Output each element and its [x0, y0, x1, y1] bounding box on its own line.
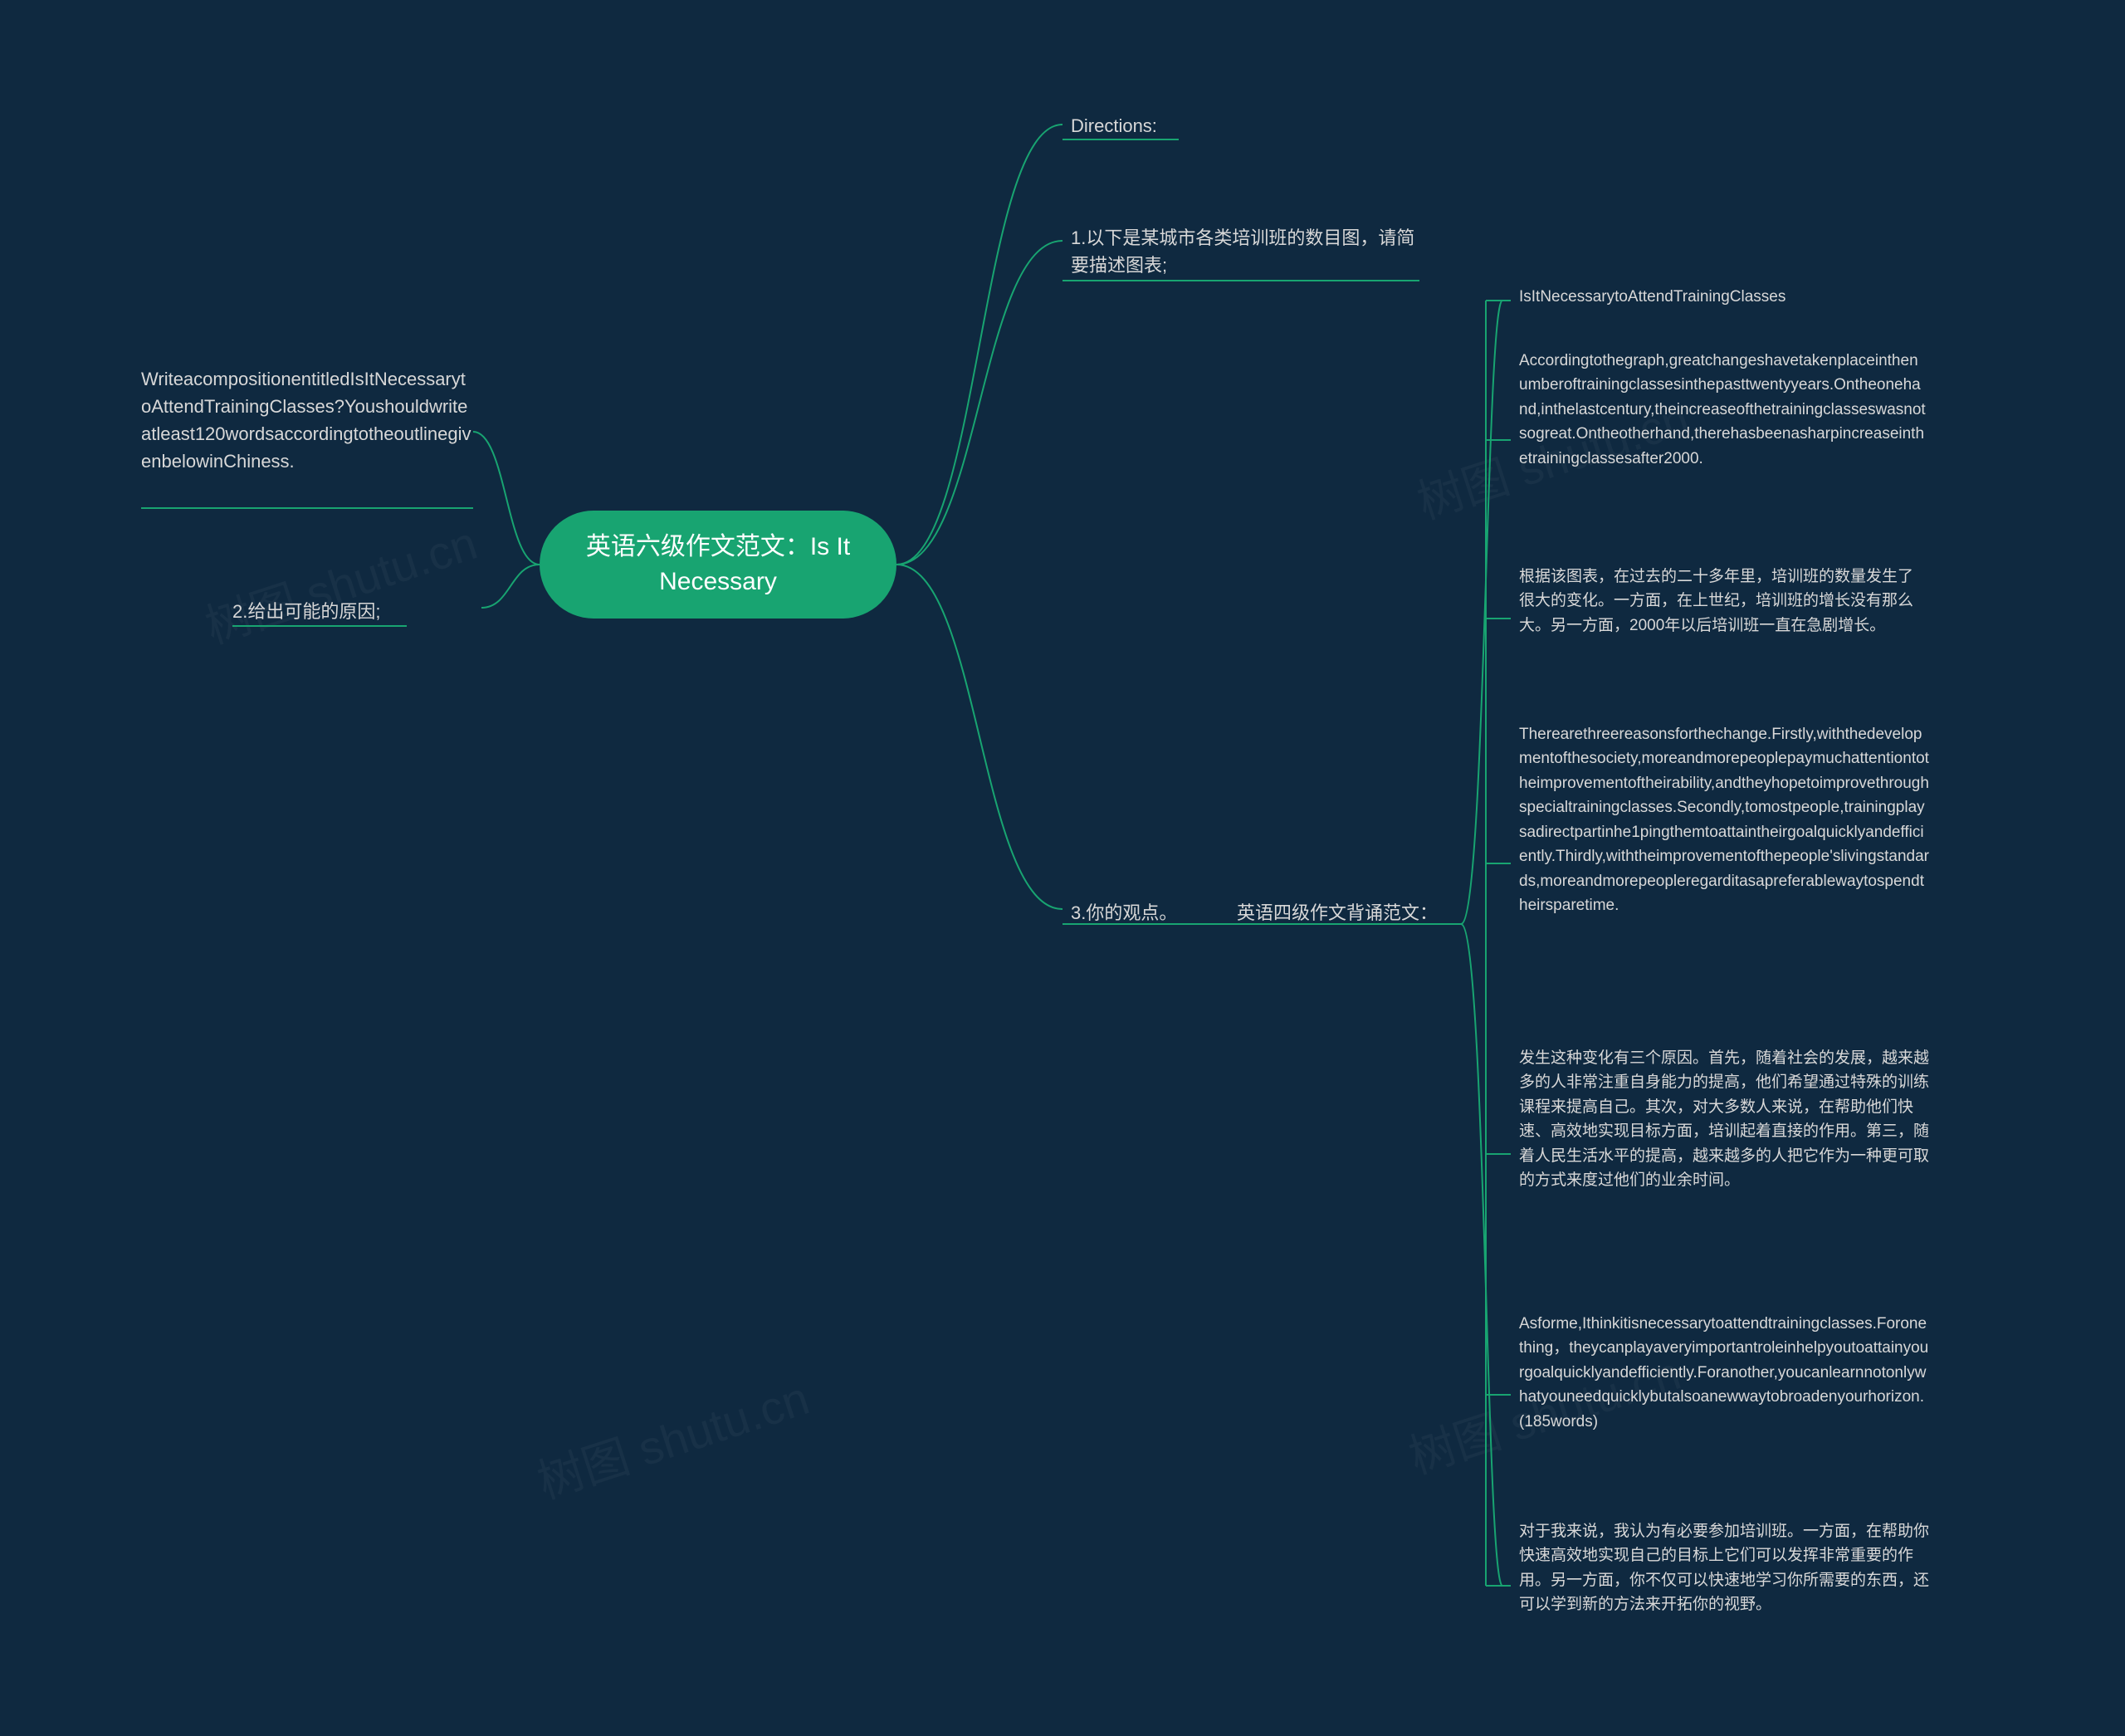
leaf-para-cn-1[interactable]: 根据该图表，在过去的二十多年里，培训班的数量发生了很大的变化。一方面，在上世纪，…	[1519, 565, 1926, 638]
leaf-para-en-3[interactable]: Asforme,Ithinkitisnecessarytoattendtrain…	[1519, 1312, 1930, 1434]
leaf-para-cn-2[interactable]: 发生这种变化有三个原因。首先，随着社会的发展，越来越多的人非常注重自身能力的提高…	[1519, 1046, 1930, 1193]
left-node-reason[interactable]: 2.给出可能的原因;	[232, 598, 481, 625]
right-node-chart[interactable]: 1.以下是某城市各类培训班的数目图，请简要描述图表;	[1071, 224, 1428, 279]
leaf-para-en-2[interactable]: Therearethreereasonsforthechange.Firstly…	[1519, 722, 1930, 918]
leaf-para-en-1[interactable]: Accordingtothegraph,greatchangeshavetake…	[1519, 349, 1926, 471]
watermark: 树图 shutu.cn	[196, 506, 485, 658]
left-node-composition[interactable]: WriteacompositionentitledIsItNecessaryto…	[141, 365, 473, 475]
leaf-title[interactable]: IsItNecessarytoAttendTrainingClasses	[1519, 285, 1917, 309]
right-node-opinion[interactable]: 3.你的观点。	[1071, 899, 1237, 927]
watermark: 树图 shutu.cn	[528, 1362, 817, 1513]
right-node-directions[interactable]: Directions:	[1071, 112, 1403, 139]
central-topic[interactable]: 英语六级作文范文：Is It Necessary	[540, 511, 896, 619]
sub-node-essay[interactable]: 英语四级作文背诵范文：	[1237, 899, 1453, 927]
leaf-para-cn-3[interactable]: 对于我来说，我认为有必要参加培训班。一方面，在帮助你快速高效地实现自己的目标上它…	[1519, 1519, 1930, 1617]
